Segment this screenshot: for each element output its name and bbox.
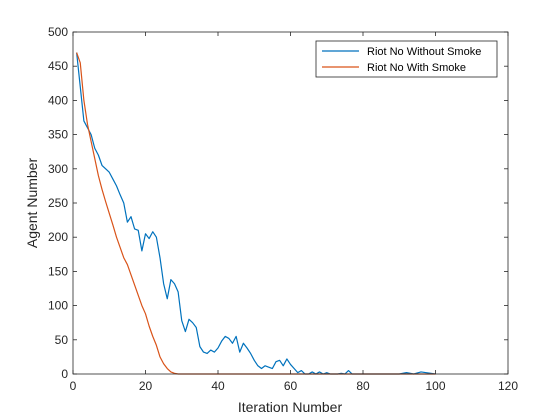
legend-label-without-smoke: Riot No Without Smoke — [367, 46, 481, 58]
x-tick-label-40: 40 — [211, 379, 225, 393]
legend-label-with-smoke: Riot No With Smoke — [367, 62, 466, 74]
y-tick-label-150: 150 — [48, 264, 68, 278]
legend-box — [315, 40, 498, 78]
x-tick-label-80: 80 — [356, 379, 370, 393]
y-tick-label-350: 350 — [48, 128, 68, 142]
y-tick-label-50: 50 — [55, 333, 69, 347]
y-tick-label-400: 400 — [48, 93, 68, 107]
y-tick-label-100: 100 — [48, 299, 68, 313]
y-tick-label-200: 200 — [48, 230, 68, 244]
x-axis-label: Iteration Number — [238, 399, 343, 415]
y-tick-label-500: 500 — [48, 25, 68, 39]
ticks-layer: 0 20 40 60 80 100 120 0 50 100 150 200 250 300 350 400 4… — [48, 25, 518, 393]
x-tick-label-100: 100 — [425, 379, 445, 393]
plot-area — [73, 32, 508, 374]
y-tick-label-450: 450 — [48, 59, 68, 73]
x-tick-label-20: 20 — [139, 379, 153, 393]
y-axis-label: Agent Number — [24, 158, 40, 249]
x-tick-label-60: 60 — [284, 379, 298, 393]
y-tick-label-300: 300 — [48, 162, 68, 176]
legend: Riot No Without Smoke Riot No With Smoke — [315, 40, 498, 78]
y-tick-label-250: 250 — [48, 196, 68, 210]
x-tick-label-120: 120 — [498, 379, 518, 393]
y-tick-label-0: 0 — [61, 367, 68, 381]
x-tick-label-0: 0 — [70, 379, 77, 393]
